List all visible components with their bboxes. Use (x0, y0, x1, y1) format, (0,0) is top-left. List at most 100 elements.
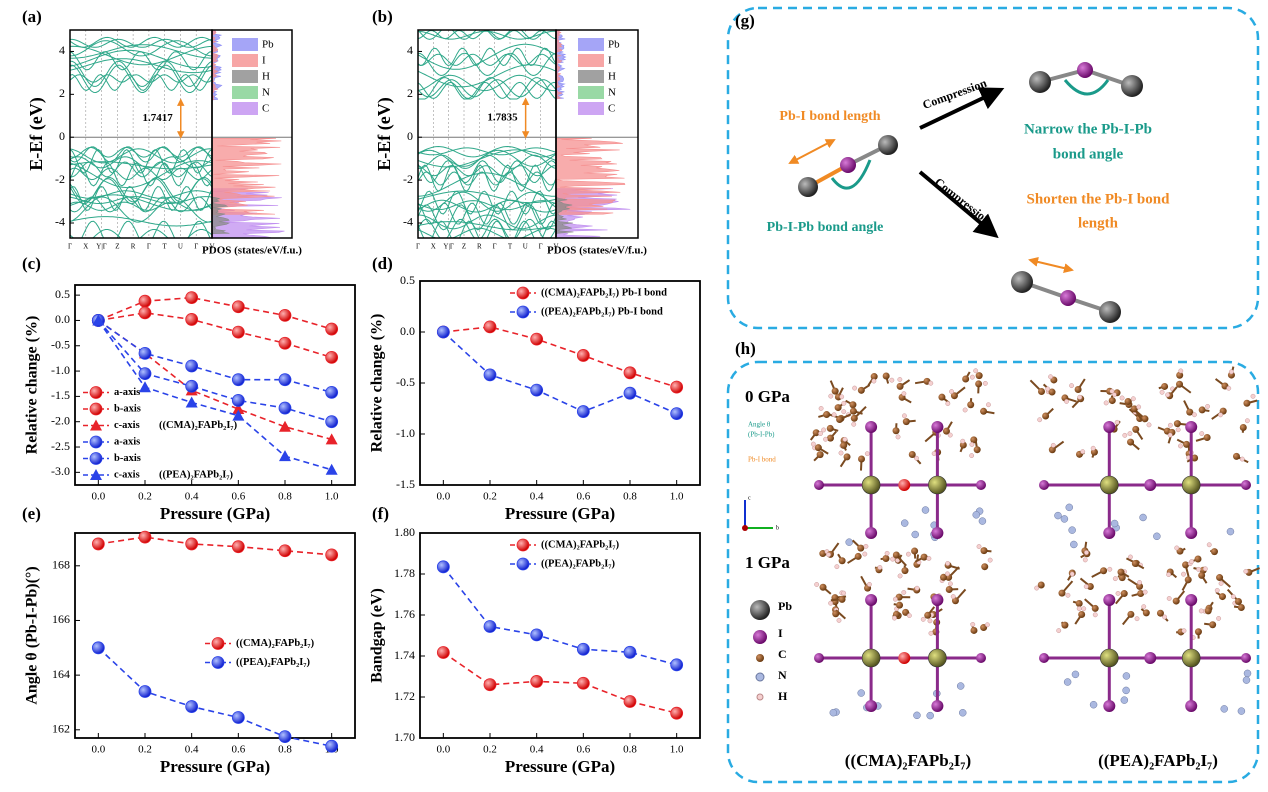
y-tick-label: 2 (59, 86, 65, 100)
band-line (70, 148, 213, 164)
atom-h (841, 590, 847, 596)
atom-n (978, 517, 987, 525)
atom-h (839, 394, 845, 400)
series-line (442, 331, 677, 415)
y-tick-label: -1.0 (51, 363, 70, 377)
y-tick-label: 1.76 (394, 607, 415, 621)
atom-c (1243, 399, 1251, 407)
band-line (70, 44, 212, 59)
legend-label: c-axis (114, 420, 140, 431)
series-line (97, 647, 332, 747)
legend-label: N (608, 87, 616, 99)
atom-i (1103, 527, 1116, 539)
x-tick-label: 0.2 (138, 491, 152, 503)
atom-h (973, 368, 979, 374)
atom-i (976, 653, 986, 663)
atom-c (1194, 628, 1202, 636)
atom-h (1165, 392, 1170, 398)
atom-n (845, 538, 853, 546)
panel-label: (a) (22, 7, 42, 26)
atom-h (1080, 449, 1086, 455)
x-axis-title: Pressure (GPa) (505, 504, 615, 523)
marker (278, 544, 292, 558)
atom-c (967, 401, 975, 409)
legend-label: b-axis (114, 453, 141, 464)
band-line (418, 218, 557, 238)
atom-n (829, 708, 838, 717)
note: Angle θ (748, 421, 771, 429)
atom-h (1130, 396, 1136, 402)
marker (530, 675, 544, 688)
atom-h (1226, 385, 1232, 391)
atom-h (1136, 404, 1142, 410)
atom-c (1075, 600, 1083, 608)
marker (325, 433, 338, 445)
y-tick-label: 4 (407, 43, 413, 57)
marker (623, 366, 637, 380)
atom-h (836, 618, 842, 623)
legend-label: I (778, 626, 783, 640)
axis-origin (742, 525, 748, 531)
atom-h (1107, 566, 1113, 572)
atom-i (1241, 653, 1251, 663)
legend-label: ((PEA)₂FAPb₂I₇) (541, 558, 615, 569)
y-tick-label: 162 (52, 722, 70, 736)
y-axis-title: Relative change (%) (369, 314, 386, 453)
k-label: V (209, 243, 214, 251)
atom-n (1120, 696, 1129, 704)
atom-c (1120, 590, 1128, 598)
atom-h (1077, 394, 1083, 400)
plot-frame (74, 284, 356, 486)
y-tick-label: -4 (55, 215, 65, 229)
series-line (98, 536, 332, 556)
atom-h (906, 551, 911, 557)
atom-h (960, 438, 966, 444)
legend-label: N (778, 668, 787, 682)
legend-atom (750, 600, 770, 620)
atom-h (1112, 576, 1118, 582)
band-line (70, 148, 213, 174)
legend-label: a-axis (114, 387, 140, 398)
atom-c (1191, 454, 1199, 462)
marker (325, 351, 339, 364)
marker (279, 420, 291, 432)
atom-n (1237, 707, 1246, 715)
atom-n (1243, 669, 1252, 678)
pdos-area (211, 196, 231, 235)
atom-i (1039, 480, 1049, 490)
atom-c (882, 372, 890, 380)
marker (138, 346, 152, 360)
legend-marker (90, 419, 102, 431)
band-line (70, 45, 213, 66)
atom-n (1139, 513, 1147, 522)
atom-c (975, 380, 983, 388)
k-label: Γ (68, 243, 72, 251)
legend-swatch (232, 102, 258, 115)
atom-h (1230, 594, 1236, 600)
atom-c (834, 404, 842, 412)
atom-c (1218, 593, 1226, 601)
atom-c (950, 392, 958, 400)
legend-label: ((CMA)₂FAPb₂I₇) (541, 539, 620, 550)
series-line (442, 566, 677, 666)
atom-c (970, 626, 978, 634)
legend-marker (89, 435, 103, 449)
band-line (70, 229, 213, 238)
atom-h (841, 409, 847, 415)
series-line (97, 319, 332, 423)
bands (70, 30, 285, 238)
atom-h (1082, 557, 1088, 563)
plot-frame (555, 29, 639, 239)
atom-c (1100, 567, 1108, 575)
atom-n (926, 711, 934, 720)
marker (278, 308, 292, 322)
k-label: Z (115, 243, 119, 251)
y-tick-label: 164 (52, 667, 70, 681)
atom-h (892, 596, 898, 602)
legend-label: ((PEA)₂FAPb₂I₇) (236, 657, 310, 668)
atom-pb (928, 475, 947, 495)
atom-h (945, 401, 951, 406)
band-line (418, 164, 557, 192)
series-line (97, 319, 332, 471)
atom-c (1132, 425, 1140, 433)
